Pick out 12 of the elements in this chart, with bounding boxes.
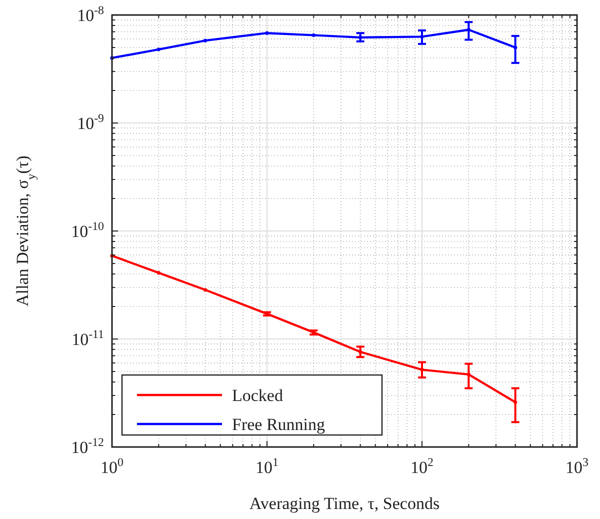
- legend-label: Free Running: [232, 415, 326, 434]
- x-tick-label: 10$^{0}$: [100, 455, 124, 477]
- legend-label: Locked: [232, 386, 284, 405]
- y-tick-label: 10$^{-11}$: [72, 327, 104, 349]
- x-axis-title: Averaging Time, τ, Seconds: [249, 494, 440, 513]
- y-tick-label: 10$^{-10}$: [71, 219, 104, 241]
- x-tick-label: 10$^{3}$: [566, 455, 589, 477]
- y-tick-label: 10$^{-12}$: [71, 435, 104, 457]
- x-tick-label: 10$^{1}$: [256, 455, 279, 477]
- x-tick-label: 10$^{2}$: [410, 455, 434, 477]
- y-tick-label: 10$^{-8}$: [77, 3, 104, 25]
- y-tick-label: 10$^{-9}$: [77, 111, 104, 133]
